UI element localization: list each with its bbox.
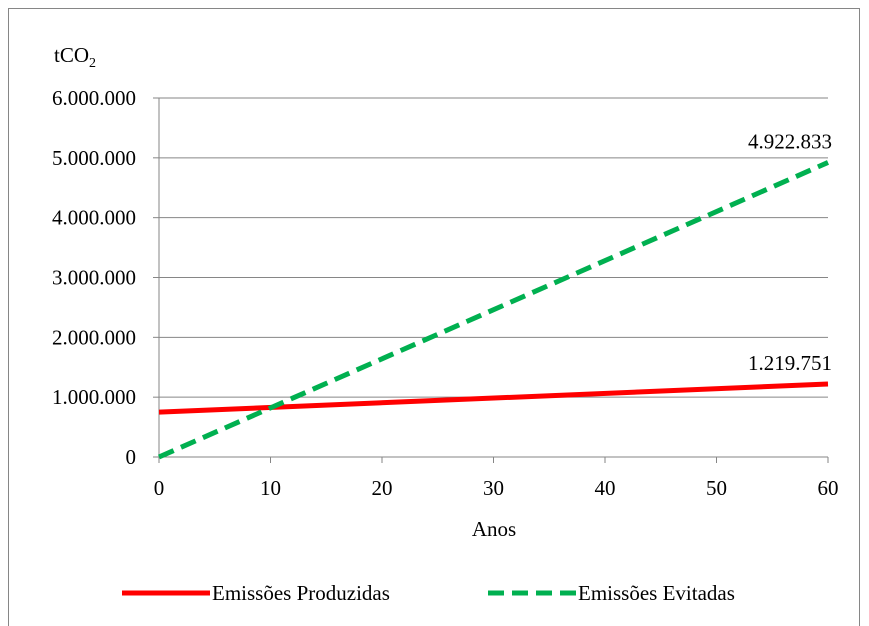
axes — [153, 97, 829, 463]
series-layer — [157, 160, 830, 460]
y-tick-label: 0 — [126, 445, 137, 469]
x-tick-label: 10 — [260, 476, 281, 500]
y-tick-label: 1.000.000 — [52, 385, 136, 409]
x-tick-label: 0 — [154, 476, 165, 500]
legend: Emissões Produzidas Emissões Evitadas — [122, 581, 735, 605]
data-label: 4.922.833 — [748, 129, 832, 153]
y-axis-title-subscript: 2 — [89, 56, 96, 71]
data-label: 1.219.751 — [748, 351, 832, 375]
series-line-1 — [158, 381, 829, 415]
y-axis-title-base: tCO — [54, 43, 89, 67]
y-tick-label: 5.000.000 — [52, 146, 136, 170]
labels-layer: 0 1.000.000 2.000.000 3.000.000 4.000.000 5.0… — [52, 86, 839, 500]
series-line-2 — [157, 160, 830, 460]
x-tick-label: 20 — [372, 476, 393, 500]
grid-lines — [159, 97, 828, 398]
y-axis-title: tCO2 — [54, 43, 96, 71]
y-tick-label: 2.000.000 — [52, 325, 136, 349]
y-tick-label: 4.000.000 — [52, 206, 136, 230]
y-tick-label: 6.000.000 — [52, 86, 136, 110]
x-tick-label: 40 — [595, 476, 616, 500]
y-tick-label: 3.000.000 — [52, 266, 136, 290]
legend-label: Emissões Produzidas — [212, 581, 390, 605]
x-tick-label: 30 — [483, 476, 504, 500]
x-axis-title: Anos — [472, 517, 516, 541]
x-tick-label: 50 — [706, 476, 727, 500]
chart-frame — [8, 8, 860, 626]
x-tick-label: 60 — [818, 476, 839, 500]
legend-label: Emissões Evitadas — [578, 581, 735, 605]
